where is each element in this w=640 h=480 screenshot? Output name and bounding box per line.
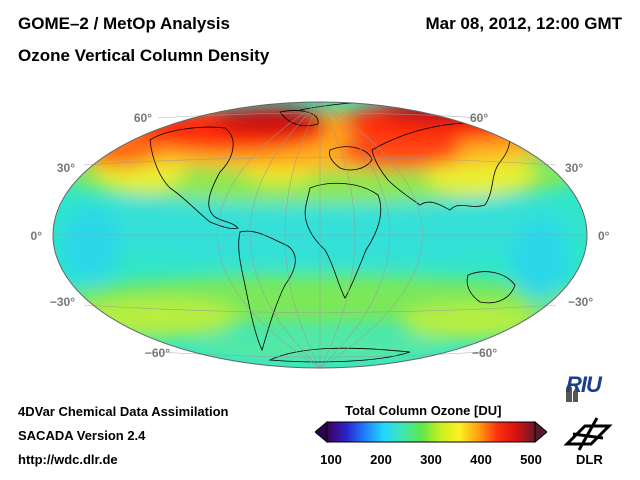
footer-url[interactable]: http://wdc.dlr.de [18,452,118,467]
colorbar-tick: 400 [470,452,492,467]
lat-label-right: 0° [598,229,610,243]
map-title: GOME–2 / MetOp Analysis [18,14,230,33]
lat-label-right: −30° [568,295,593,309]
colorbar-max-arrow [534,420,547,444]
colorbar-tick: 500 [520,452,542,467]
colorbar-tick: 100 [320,452,342,467]
colorbar [315,420,547,444]
lat-label-left: 60° [134,111,152,125]
map-subtitle: Ozone Vertical Column Density [18,46,270,65]
footer-method: 4DVar Chemical Data Assimilation [18,404,229,419]
map-datetime: Mar 08, 2012, 12:00 GMT [425,14,622,33]
lat-label-right: −60° [472,346,497,360]
colorbar-min-arrow [315,420,328,444]
colorbar-gradient [326,421,536,443]
lat-label-left: 0° [31,229,43,243]
colorbar-title: Total Column Ozone [DU] [345,403,502,418]
colorbar-tick: 200 [370,452,392,467]
lat-label-right: 60° [470,111,488,125]
lat-label-left: −60° [145,346,170,360]
riu-logo-icon [566,382,578,402]
riu-logo: RIU [566,372,602,397]
colorbar-tick: 300 [420,452,442,467]
lat-label-left: −30° [50,295,75,309]
dlr-logo: DLR [576,452,603,467]
lat-label-left: 30° [57,161,75,175]
globe-outline [52,101,588,369]
dlr-logo-icon [563,417,613,451]
lat-label-right: 30° [565,161,583,175]
footer-version: SACADA Version 2.4 [18,428,146,443]
